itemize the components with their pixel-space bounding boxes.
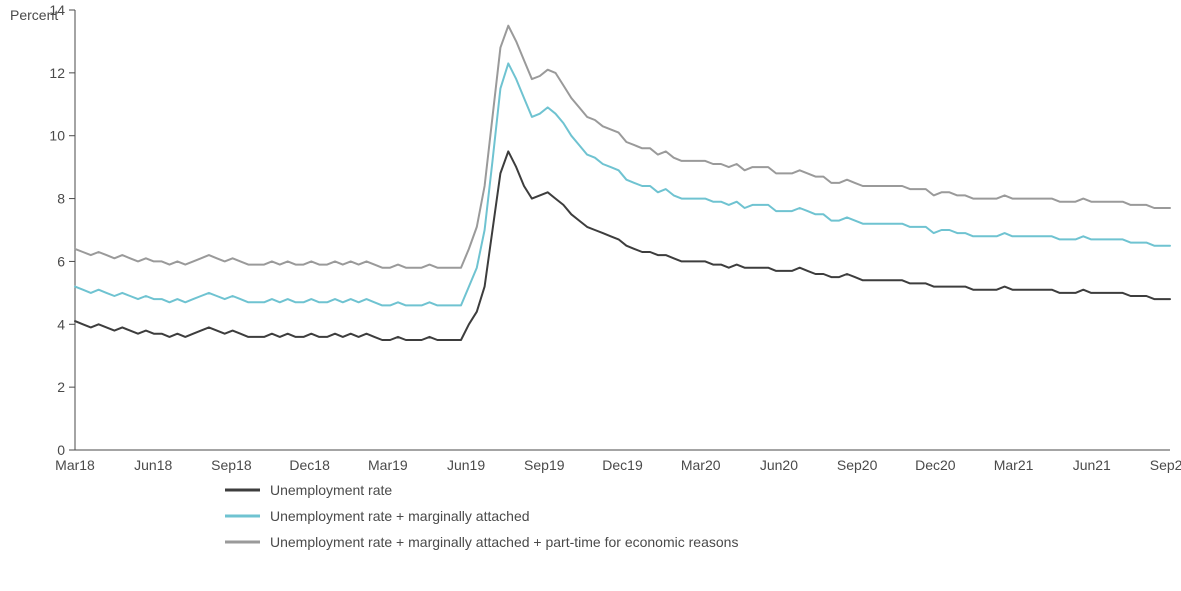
legend-label: Unemployment rate + marginally attached — [270, 508, 530, 524]
series-line — [75, 26, 1170, 268]
chart-container: 02468101214PercentMar18Jun18Sep18Dec18Ma… — [0, 0, 1181, 591]
x-tick-label: Sep18 — [211, 457, 252, 473]
y-tick-label: 12 — [49, 65, 65, 81]
y-tick-label: 8 — [57, 191, 65, 207]
x-tick-label: Dec20 — [915, 457, 956, 473]
line-chart: 02468101214PercentMar18Jun18Sep18Dec18Ma… — [0, 0, 1181, 591]
x-tick-label: Mar21 — [994, 457, 1034, 473]
x-tick-label: Jun18 — [134, 457, 172, 473]
x-tick-label: Mar19 — [368, 457, 408, 473]
y-tick-label: 6 — [57, 253, 65, 269]
x-tick-label: Jun21 — [1073, 457, 1111, 473]
series-line — [75, 63, 1170, 305]
x-tick-label: Jun19 — [447, 457, 485, 473]
y-axis-label: Percent — [10, 7, 58, 23]
y-tick-label: 4 — [57, 316, 65, 332]
legend-label: Unemployment rate + marginally attached … — [270, 534, 738, 550]
x-tick-label: Jun20 — [760, 457, 798, 473]
x-tick-label: Dec18 — [289, 457, 330, 473]
x-tick-label: Dec19 — [602, 457, 643, 473]
series-line — [75, 151, 1170, 340]
x-tick-label: Sep21 — [1150, 457, 1181, 473]
y-tick-label: 2 — [57, 379, 65, 395]
x-tick-label: Sep20 — [837, 457, 878, 473]
y-tick-label: 10 — [49, 128, 65, 144]
legend-label: Unemployment rate — [270, 482, 392, 498]
x-tick-label: Mar18 — [55, 457, 95, 473]
x-tick-label: Sep19 — [524, 457, 565, 473]
x-tick-label: Mar20 — [681, 457, 721, 473]
y-tick-label: 0 — [57, 442, 65, 458]
